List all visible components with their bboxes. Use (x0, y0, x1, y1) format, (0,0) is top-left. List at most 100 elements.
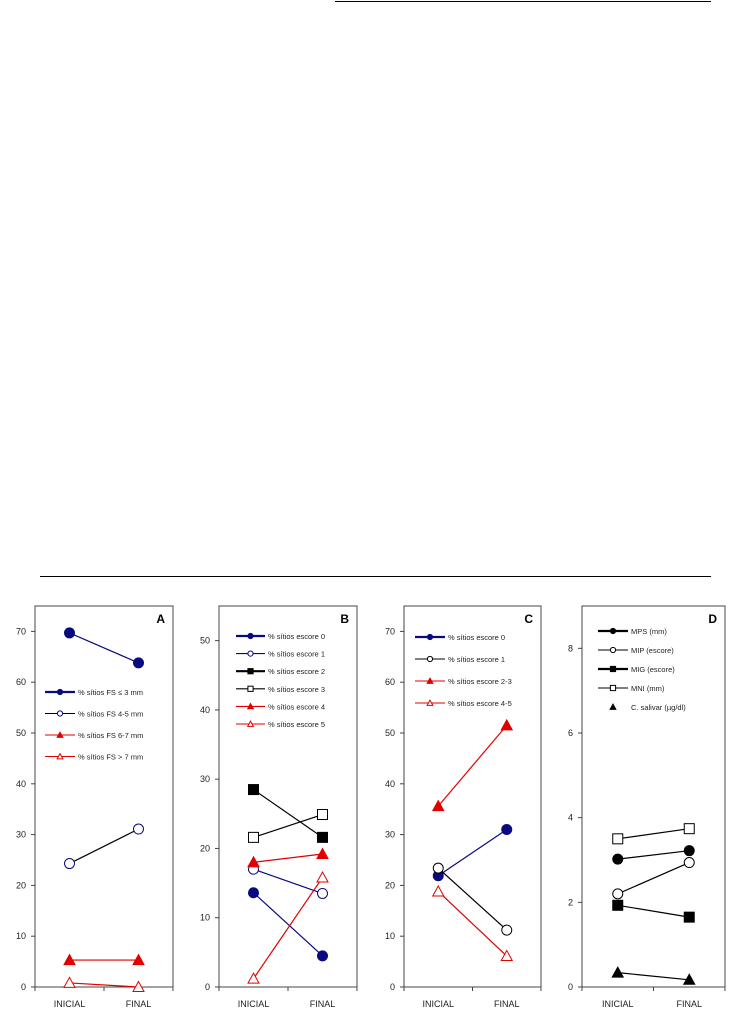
series-line (437, 724, 508, 807)
series-4: C. salivar (µg/dl) (609, 703, 696, 985)
top-rule (335, 1, 711, 2)
legend-label: MIP (escore) (631, 646, 674, 655)
series-2: % sítios escore 2-3 (415, 677, 514, 812)
y-tick-label: 40 (385, 779, 395, 789)
plot-frame (218, 605, 358, 988)
series-line (437, 891, 508, 957)
series-line (437, 829, 508, 877)
data-point (501, 924, 513, 936)
series-3: MNI (mm) (598, 684, 695, 845)
legend-label: MPS (mm) (631, 627, 667, 636)
x-tick-label: FINAL (494, 999, 520, 1009)
data-point (612, 888, 624, 900)
series-2: % sítios escore 2 (236, 667, 328, 843)
series-2: % sítios FS 6-7 mm (45, 731, 145, 966)
data-point (133, 657, 144, 669)
legend-label: % sítios escore 0 (268, 632, 325, 641)
y-tick-label: 60 (16, 677, 26, 687)
legend-label: C. salivar (µg/dl) (631, 703, 686, 712)
series-0: % sítios escore 0 (415, 633, 513, 882)
legend-marker (56, 710, 64, 717)
legend-label: % sítios FS 6-7 mm (78, 731, 143, 740)
legend-label: % sítios FS 4-5 mm (78, 710, 143, 719)
data-point (64, 858, 75, 870)
y-tick-label: 20 (200, 843, 210, 853)
legend-label: % sítios escore 2-3 (448, 677, 512, 686)
legend-marker (246, 702, 255, 710)
legend-marker (609, 703, 617, 710)
series-line (617, 828, 690, 840)
data-point (316, 871, 329, 883)
y-tick-label: 70 (16, 626, 26, 636)
series-2: MIG (escore) (598, 665, 695, 923)
series-3: % sítios escore 4-5 (415, 699, 514, 962)
legend-label: % sítios escore 1 (448, 655, 505, 664)
data-point (63, 953, 76, 966)
legend-label: % sítios escore 0 (448, 633, 505, 642)
series-line (69, 632, 139, 664)
series-line (617, 972, 690, 981)
data-point (317, 887, 328, 899)
legend-label: MNI (mm) (631, 684, 665, 693)
chart-panel-a: 0 10 20 30 40 50 60 70 INICIAL FINAL A % sítios FS … (16, 605, 174, 1009)
series-0: % sítios FS ≤ 3 mm (45, 627, 144, 697)
data-point (247, 855, 260, 868)
data-point (317, 831, 328, 843)
legend-label: % sítios FS > 7 mm (78, 753, 143, 762)
legend-marker (247, 685, 254, 692)
legend-marker (247, 668, 254, 675)
y-tick-label: 70 (385, 626, 395, 636)
data-point (132, 980, 145, 992)
series-line (617, 861, 690, 895)
legend-label: % sítios escore 2 (268, 667, 325, 676)
series-line (69, 828, 139, 865)
data-point (247, 972, 260, 984)
legend-marker (247, 650, 254, 657)
data-point (500, 718, 514, 731)
y-tick-label: 50 (385, 728, 395, 738)
legend-marker (56, 731, 64, 738)
series-line (253, 877, 323, 980)
series-line (253, 813, 323, 838)
panel-label: B (340, 612, 349, 626)
y-tick-label: 30 (200, 774, 210, 784)
legend-marker (609, 665, 617, 673)
legend-marker (56, 688, 64, 696)
y-tick-label: 30 (16, 830, 26, 840)
legend-marker (609, 627, 617, 635)
legend-marker (609, 684, 617, 692)
legend-label: % sítios escore 4-5 (448, 699, 512, 708)
series-3: % sítios FS > 7 mm (45, 753, 145, 992)
data-point (501, 824, 513, 836)
y-tick-label: 0 (568, 982, 573, 992)
chart-panel-c: 0 10 20 30 40 50 60 70 INICIAL FINAL C % sítios esc… (385, 605, 542, 1009)
panel-label: D (708, 612, 717, 626)
series-1: MIP (escore) (598, 646, 695, 900)
y-tick-label: 10 (16, 931, 26, 941)
legend-marker (247, 632, 254, 640)
data-point (63, 976, 76, 988)
data-point (500, 949, 514, 962)
data-point (316, 847, 329, 859)
legend-marker (426, 633, 434, 641)
y-tick-label: 10 (385, 931, 395, 941)
x-tick-label: FINAL (126, 999, 152, 1009)
y-tick-label: 50 (200, 636, 210, 646)
y-tick-label: 0 (21, 982, 26, 992)
series-0: MPS (mm) (598, 627, 695, 865)
legend-label: % sítios escore 3 (268, 685, 325, 694)
data-point (431, 884, 445, 897)
series-line (253, 868, 323, 895)
legend-marker (426, 655, 434, 663)
x-tick-label: INICIAL (54, 999, 86, 1009)
panel-label: A (156, 612, 165, 626)
chart-panel-b: 0 10 20 30 40 50 INICIAL FINAL B % sítios escore … (200, 605, 358, 1009)
data-point (682, 973, 696, 985)
panel-label: C (524, 612, 533, 626)
series-0: % sítios escore 0 (236, 632, 328, 962)
legend-label: % sítios FS ≤ 3 mm (78, 688, 143, 697)
y-tick-label: 60 (385, 677, 395, 687)
legend-label: % sítios escore 4 (268, 702, 325, 711)
x-tick-label: INICIAL (238, 999, 270, 1009)
